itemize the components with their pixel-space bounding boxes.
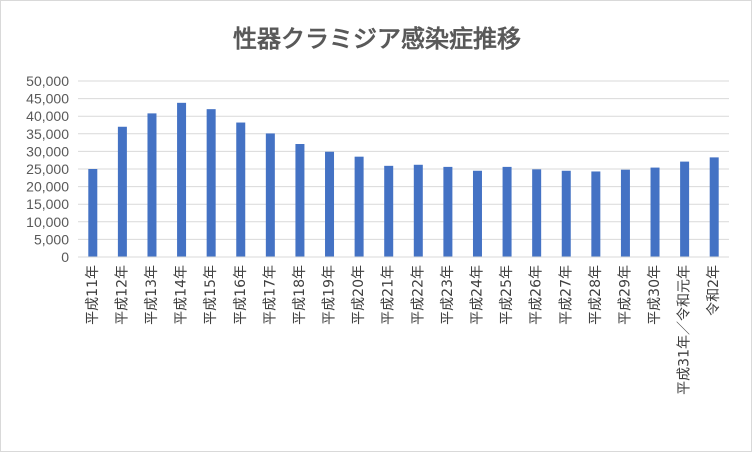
bar xyxy=(532,169,542,257)
bar xyxy=(561,170,571,257)
bars xyxy=(88,102,719,257)
x-category-label: 平成24年 xyxy=(469,265,485,325)
x-category-label: 平成16年 xyxy=(233,265,249,325)
bar xyxy=(88,169,98,257)
bar xyxy=(236,122,246,257)
y-tick-label: 20,000 xyxy=(26,179,69,195)
gridlines xyxy=(78,80,729,240)
bar xyxy=(443,166,453,257)
y-tick-label: 5,000 xyxy=(34,231,69,247)
y-tick-label: 35,000 xyxy=(26,126,69,142)
x-category-label: 平成18年 xyxy=(292,265,308,325)
bar xyxy=(591,171,601,257)
x-category-label: 平成20年 xyxy=(351,265,367,325)
bar xyxy=(147,113,157,257)
x-category-label: 平成13年 xyxy=(144,265,160,325)
bar xyxy=(709,157,719,257)
y-tick-label: 25,000 xyxy=(26,161,69,177)
bar xyxy=(384,165,394,257)
x-category-label: 平成31年／令和元年 xyxy=(677,265,693,395)
y-tick-label: 15,000 xyxy=(26,196,69,212)
bar xyxy=(502,166,512,257)
bar xyxy=(265,133,275,257)
y-tick-label: 40,000 xyxy=(26,108,69,124)
bar xyxy=(413,164,423,257)
y-tick-label: 50,000 xyxy=(26,73,69,89)
x-category-label: 平成21年 xyxy=(381,265,397,325)
x-category-label: 平成28年 xyxy=(588,265,604,325)
y-tick-label: 45,000 xyxy=(26,91,69,107)
chart-title: 性器クラミジア感染症推移 xyxy=(233,25,521,53)
bar xyxy=(650,167,660,257)
x-category-label: 平成15年 xyxy=(203,265,219,325)
bar xyxy=(680,161,690,257)
y-tick-label: 10,000 xyxy=(26,214,69,230)
x-category-label: 平成30年 xyxy=(647,265,663,325)
bar xyxy=(117,126,127,257)
bar xyxy=(472,170,482,257)
bar xyxy=(354,156,364,257)
x-category-label: 平成14年 xyxy=(174,265,190,325)
y-tick-label: 30,000 xyxy=(26,143,69,159)
x-category-label: 平成25年 xyxy=(499,265,515,325)
x-category-label: 平成12年 xyxy=(114,265,130,325)
bar xyxy=(325,151,335,257)
x-category-label: 令和2年 xyxy=(706,265,722,316)
x-axis-category-labels: 平成11年 平成12年 平成13年 平成14年 平成15年 平成16年 平成17年 平成18年… xyxy=(85,265,722,395)
bar xyxy=(177,102,187,257)
x-category-label: 平成22年 xyxy=(410,265,426,325)
x-category-label: 平成29年 xyxy=(617,265,633,325)
x-category-label: 平成17年 xyxy=(262,265,278,325)
bar xyxy=(206,109,216,257)
x-category-label: 平成27年 xyxy=(558,265,574,325)
bar xyxy=(295,144,305,257)
x-category-label: 平成11年 xyxy=(85,265,101,325)
x-category-label: 平成23年 xyxy=(440,265,456,325)
y-tick-label: 0 xyxy=(61,249,69,265)
x-category-label: 平成26年 xyxy=(529,265,545,325)
bar xyxy=(620,169,630,257)
x-category-label: 平成19年 xyxy=(322,265,338,325)
